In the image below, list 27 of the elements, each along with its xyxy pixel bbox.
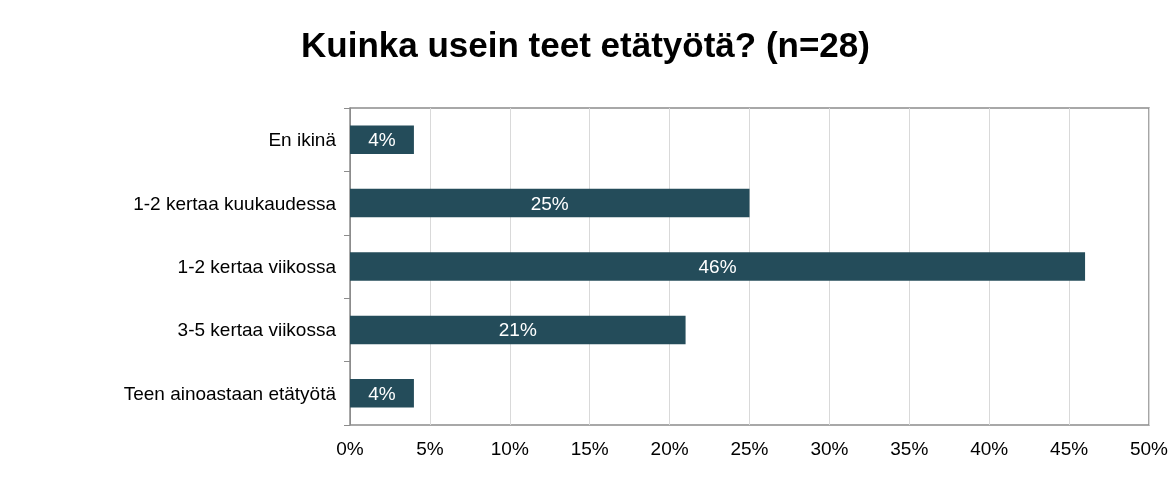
chart-title: Kuinka usein teet etätyötä? (n=28) [301,25,870,64]
data-label: 25% [530,192,569,214]
bar [350,125,414,154]
x-tick-label: 20% [650,438,689,459]
y-tick-label: 1-2 kertaa kuukaudessa [133,192,337,214]
x-tick-label: 5% [416,438,444,459]
bar [350,188,750,218]
x-tick-label: 45% [1050,438,1089,459]
x-tick-label: 10% [490,438,529,459]
x-tick-label: 15% [570,438,609,459]
bar [350,315,686,345]
y-tick-label: 1-2 kertaa viikossa [177,256,337,277]
y-tick-label: En ikinä [268,129,337,151]
y-tick-label: Teen ainoastaan etätyötä [123,382,337,404]
x-tick-label: 30% [810,438,849,459]
bar [350,252,1086,281]
x-tick-label: 0% [336,438,364,459]
data-label: 46% [698,256,737,277]
x-tick-label: 50% [1129,438,1169,459]
x-tick-label: 40% [970,438,1009,459]
data-label: 21% [498,319,537,341]
x-tick-label: 35% [890,438,929,459]
x-tick-label: 25% [730,438,769,459]
y-tick-label: 3-5 kertaa viikossa [177,319,337,341]
data-label: 4% [368,382,396,404]
data-label: 4% [368,129,396,151]
bar [350,379,414,408]
